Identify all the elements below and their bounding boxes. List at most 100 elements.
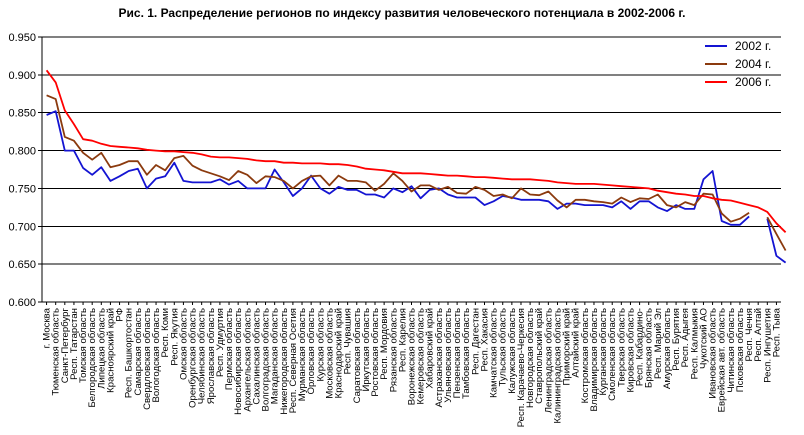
x-tick-label: Калужская область xyxy=(507,308,518,394)
x-tick-label: Орловская область xyxy=(306,308,317,394)
x-tick-label: Кемеровская область xyxy=(416,308,427,404)
x-tick-label: Ростовская область xyxy=(370,308,381,397)
series-line xyxy=(766,218,787,264)
x-tick-label: Тамбовская область xyxy=(461,308,472,399)
x-tick-label: г. Москва xyxy=(42,307,53,348)
x-tick-label: Курганская область xyxy=(598,308,609,395)
x-tick-label: Брянская область xyxy=(644,308,655,388)
x-tick-label: Респ. Алтай xyxy=(753,308,764,362)
x-tick-label: Респ. Коми xyxy=(160,308,171,358)
x-tick-label: Астраханская область xyxy=(434,308,445,408)
x-tick-label: Владимирская область xyxy=(589,308,600,412)
x-tick-label: Самарская область xyxy=(133,308,144,396)
series-line xyxy=(46,110,750,226)
x-tick-label: Липецкая область xyxy=(96,308,107,389)
y-tick-label: 0.950 xyxy=(8,32,36,44)
x-tick-label: Ивановская область xyxy=(708,308,719,399)
x-tick-label: Ставропольский край xyxy=(534,308,545,404)
x-tick-label: Магаданская область xyxy=(270,308,281,404)
x-tick-label: Алтайский край xyxy=(571,308,582,378)
x-tick-label: Респ. Чечня xyxy=(744,308,755,362)
x-tick-label: Новгородская область xyxy=(525,308,536,408)
x-tick-label: Тульская область xyxy=(498,308,509,386)
x-tick-label: Калининградская область xyxy=(552,308,563,424)
x-tick-label: Псковская область xyxy=(735,308,746,392)
y-tick-label: 0.750 xyxy=(8,183,36,195)
x-tick-label: Белгородская область xyxy=(87,308,98,408)
x-tick-label: Респ. Башкортостан xyxy=(124,308,135,398)
x-tick-label: Респ. Дагестан xyxy=(470,308,481,375)
x-tick-label: Сахалинская область xyxy=(251,308,262,405)
x-tick-label: Саратовская область xyxy=(352,308,363,403)
x-tick-label: Амурская область xyxy=(662,308,673,389)
legend-label: 2004 г. xyxy=(735,57,771,71)
y-tick-label: 0.900 xyxy=(8,70,36,82)
y-tick-label: 0.600 xyxy=(8,297,36,309)
x-tick-label: Краснодарский край xyxy=(334,308,345,398)
x-tick-label: Респ. Тыва xyxy=(771,307,782,357)
x-tick-label: Ярославская область xyxy=(206,308,217,404)
y-tick-label: 0.800 xyxy=(8,146,36,158)
legend-label: 2006 г. xyxy=(735,75,771,89)
x-tick-label: Омская область xyxy=(178,308,189,380)
x-tick-label: Красноярский край xyxy=(105,308,116,393)
x-tick-label: Мурманская область xyxy=(297,308,308,401)
x-tick-label: Челябинская область xyxy=(197,308,208,404)
legend: 2002 г. 2004 г. 2006 г. xyxy=(705,39,771,89)
x-tick-label: Новосибирская область xyxy=(233,308,244,415)
x-tick-label: Смоленская область xyxy=(607,308,618,401)
x-tick-label: Тверская область xyxy=(616,308,627,387)
x-tick-label: Рязанская область xyxy=(388,308,399,392)
series-lines xyxy=(45,69,787,264)
x-tick-label: Респ. Бурятия xyxy=(671,308,682,371)
x-tick-label: Архангельская область xyxy=(242,308,253,412)
x-tick-label: Ленинградская область xyxy=(543,308,554,413)
x-tick-label: Респ. Марий Эл xyxy=(653,308,664,379)
series-line xyxy=(45,69,787,233)
series-line xyxy=(766,216,787,251)
x-tick-label: Респ. Адыгея xyxy=(680,308,691,367)
x-tick-label: Респ. Кабардино- xyxy=(635,308,646,386)
x-tick-label: Свердловская область xyxy=(142,308,153,410)
x-tick-label: Респ. Северная Осетия xyxy=(288,308,299,413)
y-tick-label: 0.650 xyxy=(8,259,36,271)
x-tick-label: Иркутская область xyxy=(361,308,372,392)
x-tick-label: Кировская область xyxy=(625,308,636,393)
x-tick-label: Еврейская авт. область xyxy=(717,308,728,412)
x-tick-label: Курская область xyxy=(315,308,326,382)
x-tick-label: Ульяновская область xyxy=(443,308,454,403)
x-tick-label: Оренбургская область xyxy=(188,308,199,408)
x-tick-label: Воронежская область xyxy=(407,308,418,405)
x-tick-label: Респ. Хакасия xyxy=(479,308,490,371)
x-tick-label: Пермская область xyxy=(224,308,235,390)
y-tick-label: 0.700 xyxy=(8,221,36,233)
x-tick-label: Чукотский АО xyxy=(698,308,709,369)
x-tick-label: Санкт-Петербург xyxy=(60,308,71,384)
y-tick-label: 0.850 xyxy=(8,108,36,120)
x-tick-label: Волгоградская область xyxy=(261,308,272,411)
x-tick-label: Приморский край xyxy=(562,308,573,385)
x-tick-label: Читинская область xyxy=(726,308,737,393)
y-axis: 0.600 0.650 0.700 0.750 0.800 0.850 0.900 0.950 xyxy=(8,32,43,309)
x-tick-label: Вологодская область xyxy=(151,308,162,403)
x-tick-label: Респ. Карелия xyxy=(397,308,408,372)
x-tick-label: Респ. Удмуртия xyxy=(215,308,226,377)
chart-title: Рис. 1. Распределение регионов по индекс… xyxy=(118,6,686,20)
x-tick-label: Респ. Мордовия xyxy=(379,308,390,380)
x-tick-label: РФ xyxy=(115,308,126,322)
legend-label: 2002 г. xyxy=(735,39,771,53)
x-tick-label: Тюменская область xyxy=(51,308,62,396)
x-tick-label: Респ. Калмыкия xyxy=(689,308,700,379)
series-line xyxy=(46,94,750,223)
x-tick-label: Респ. Ингушетия xyxy=(762,308,773,383)
x-tick-label: Респ. Чувашия xyxy=(343,308,354,374)
x-tick-label: Московская область xyxy=(324,308,335,399)
x-tick-label: Нижегородская область xyxy=(279,308,290,415)
x-tick-label: Томская область xyxy=(78,308,89,383)
x-tick-label: Респ. Карачаево-Черкесия xyxy=(516,308,527,427)
x-tick-label: Пензенская область xyxy=(452,308,463,398)
x-tick-label: Хабаровский край xyxy=(425,308,436,389)
x-tick-label: Респ. Якутия xyxy=(169,308,180,366)
